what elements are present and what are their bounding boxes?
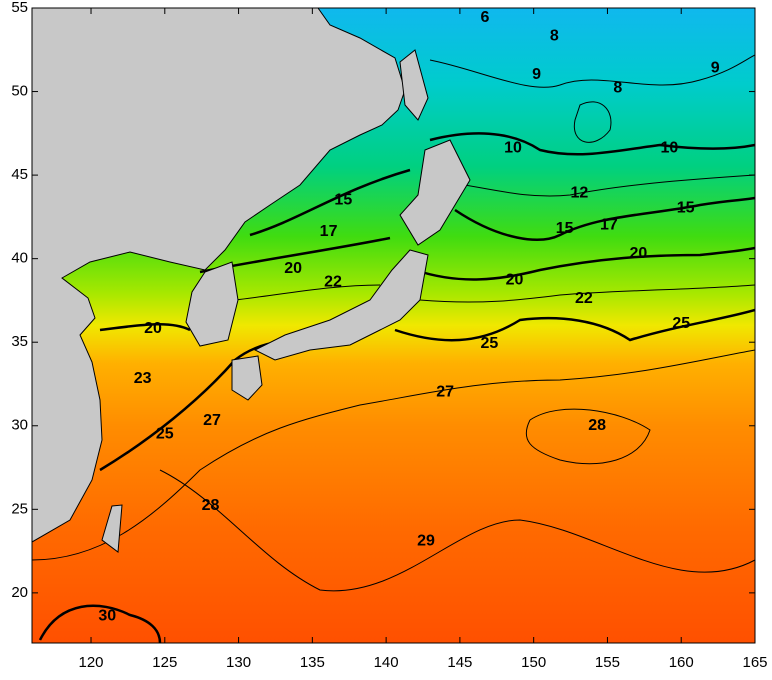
contour-label: 20 <box>284 260 302 277</box>
contour-label: 17 <box>320 223 338 240</box>
x-tick-label: 120 <box>79 654 104 671</box>
contour-label: 25 <box>672 315 690 332</box>
x-tick-label: 130 <box>226 654 251 671</box>
x-tick-label: 155 <box>595 654 620 671</box>
map-frame <box>31 7 756 644</box>
contour-label: 22 <box>575 290 593 307</box>
isotherms <box>32 54 755 643</box>
contour-label: 17 <box>600 216 618 233</box>
x-tick-label: 150 <box>521 654 546 671</box>
contour-label: 25 <box>156 425 174 442</box>
contour-label: 28 <box>588 417 606 434</box>
contour-label: 27 <box>203 412 221 429</box>
y-tick-label: 45 <box>11 166 28 183</box>
map-area <box>32 8 755 643</box>
contour-label: 6 <box>481 9 490 26</box>
land <box>32 8 471 553</box>
y-tick-label: 30 <box>11 417 28 434</box>
contour-label: 15 <box>677 200 695 217</box>
contour-label: 9 <box>711 59 720 76</box>
contour-label: 12 <box>571 185 589 202</box>
x-tick-label: 125 <box>152 654 177 671</box>
contour-label: 10 <box>504 140 522 157</box>
x-tick-label: 165 <box>742 654 767 671</box>
x-tick-label: 145 <box>447 654 472 671</box>
contour-label: 20 <box>630 245 648 262</box>
y-tick-label: 55 <box>11 0 28 16</box>
y-tick-label: 35 <box>11 333 28 350</box>
contour-label: 20 <box>506 272 524 289</box>
x-tick-label: 160 <box>669 654 694 671</box>
y-tick-label: 50 <box>11 83 28 100</box>
contour-label: 15 <box>334 191 352 208</box>
contour-label: 8 <box>550 28 559 45</box>
contour-label: 15 <box>556 220 574 237</box>
y-tick-label: 20 <box>11 584 28 601</box>
contour-label: 28 <box>202 497 220 514</box>
contour-label: 23 <box>134 370 152 387</box>
contour-label: 29 <box>417 532 435 549</box>
contour-label: 22 <box>324 273 342 290</box>
contour-label: 25 <box>481 335 499 352</box>
x-tick-label: 140 <box>374 654 399 671</box>
x-tick-label: 135 <box>300 654 325 671</box>
y-tick-label: 25 <box>11 500 28 517</box>
y-tick-label: 40 <box>11 250 28 267</box>
contour-label: 9 <box>532 66 541 83</box>
contour-label: 8 <box>613 79 622 96</box>
contour-label: 20 <box>144 320 162 337</box>
contour-label: 10 <box>661 140 679 157</box>
contour-label: 30 <box>98 607 116 624</box>
contour-label: 27 <box>436 384 454 401</box>
